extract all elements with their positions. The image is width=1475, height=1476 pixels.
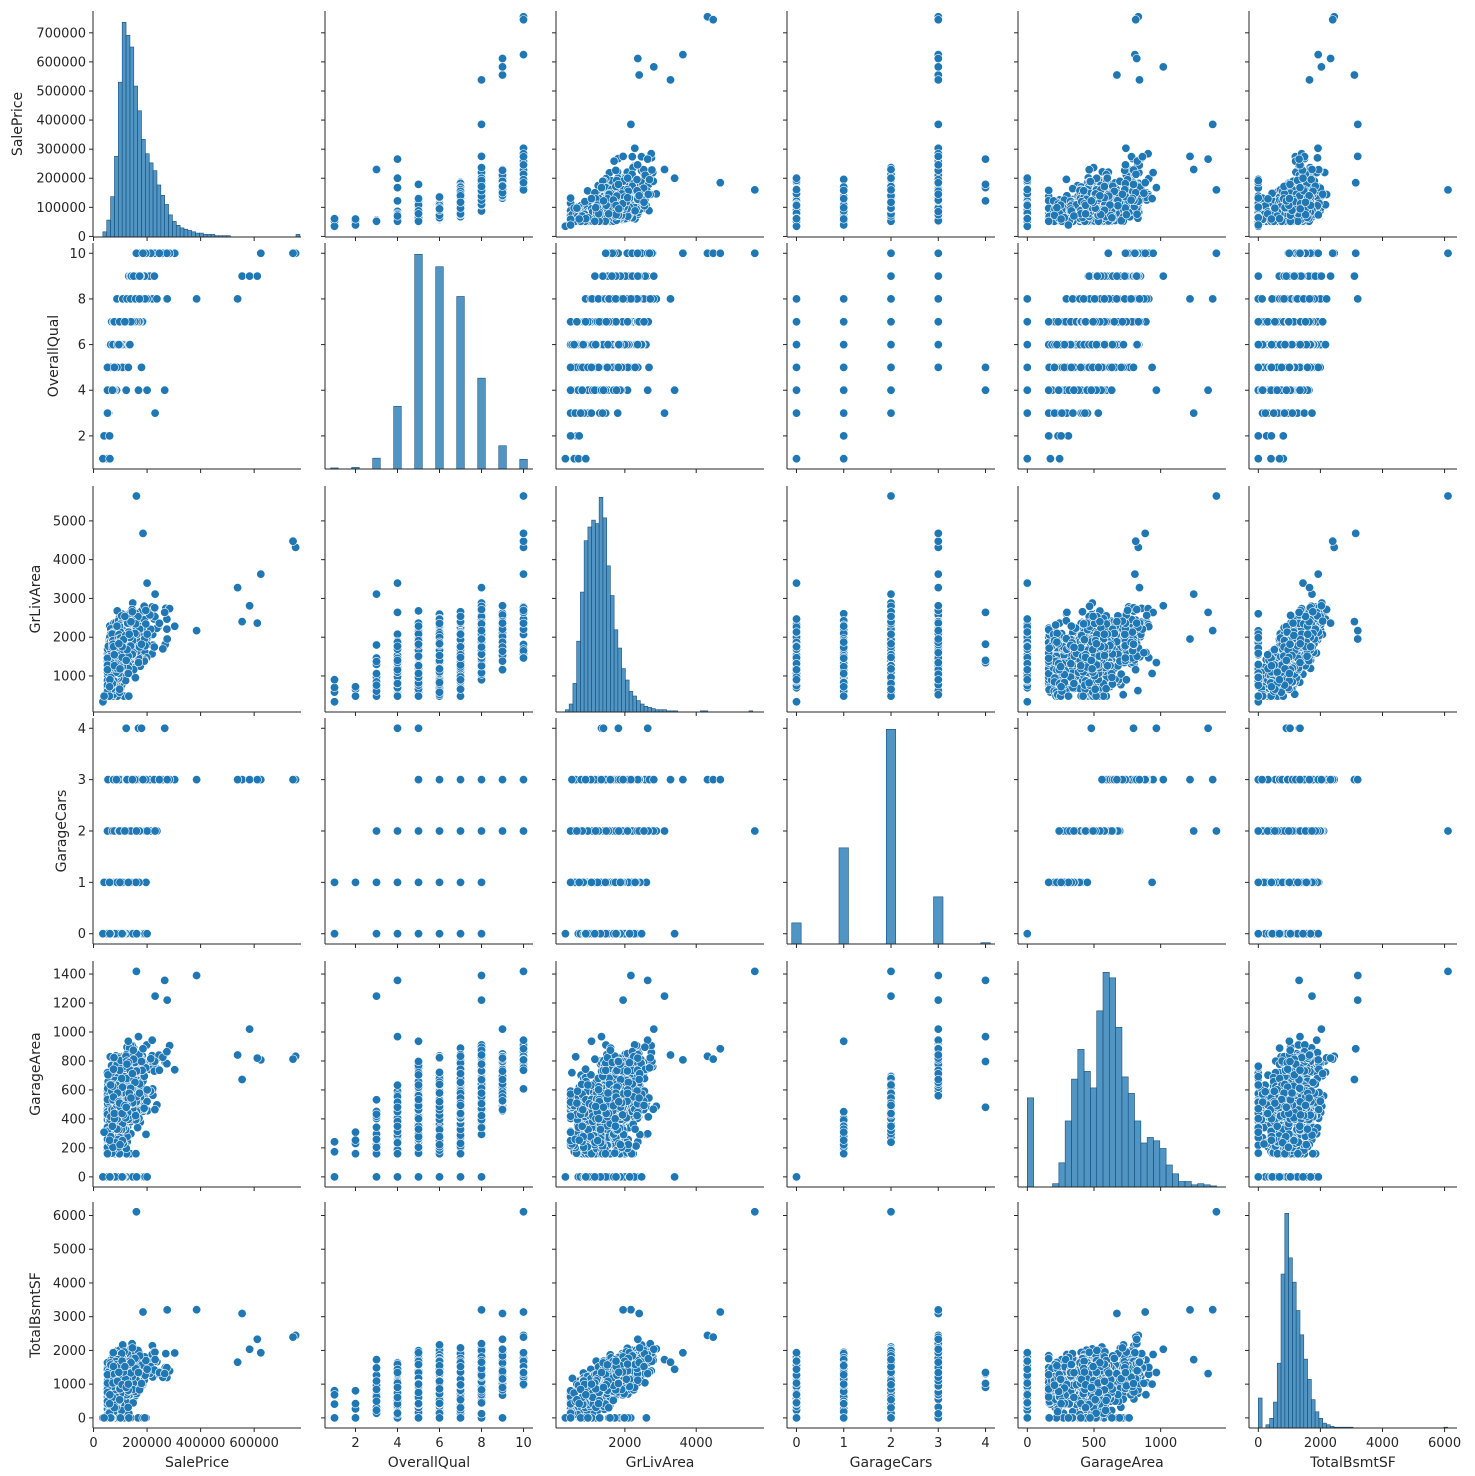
scatter-point (519, 16, 527, 24)
scatter-points-saleprice-vs-grlivarea (561, 13, 759, 231)
histogram-saleprice (103, 22, 300, 237)
scatter-point (372, 217, 380, 225)
scatter-point (372, 165, 380, 173)
histogram-bar (176, 225, 180, 237)
scatter-point (498, 166, 506, 174)
scatter-point (477, 76, 485, 84)
scatter-point (519, 161, 527, 169)
histogram-bar (149, 163, 153, 237)
scatter-point (435, 205, 443, 213)
histogram-bar (122, 22, 126, 237)
y-tick-label: 700000 (36, 26, 86, 41)
scatter-point (393, 155, 401, 163)
histogram-bar (111, 197, 115, 237)
histogram-bar (126, 35, 130, 237)
y-tick-label: 0 (78, 230, 86, 245)
histogram-bar (134, 86, 138, 237)
scatter-point (477, 152, 485, 160)
scatter-point (498, 182, 506, 190)
scatter-point (393, 212, 401, 220)
scatter-point (393, 197, 401, 205)
scatter-point (435, 193, 443, 201)
histogram-bar (192, 232, 196, 237)
panel-saleprice-vs-grlivarea (552, 11, 764, 241)
scatter-point (498, 71, 506, 79)
histogram-bar (157, 185, 161, 237)
scatter-point (393, 183, 401, 191)
histogram-bar (196, 233, 200, 237)
scatter-point (414, 217, 422, 225)
scatter-point (631, 144, 639, 152)
histogram-bar (184, 229, 188, 237)
scatter-point (519, 153, 527, 161)
histogram-bar (107, 220, 111, 237)
scatter-point (330, 222, 338, 230)
histogram-bar (161, 195, 165, 237)
y-tick-label: 100000 (36, 201, 86, 216)
histogram-bar (169, 215, 173, 237)
y-tick-label: 600000 (36, 55, 86, 70)
histogram-bar (114, 156, 118, 237)
scatter-point (414, 194, 422, 202)
scatter-point (519, 50, 527, 58)
scatter-point (456, 198, 464, 206)
histogram-bar (199, 233, 203, 237)
histogram-bar (103, 232, 107, 237)
scatter-point (351, 215, 359, 223)
scatter-points-saleprice-vs-overallqual (330, 13, 527, 231)
scatter-point (477, 182, 485, 190)
scatter-point (477, 163, 485, 171)
histogram-bar (180, 228, 184, 237)
histogram-bar (165, 204, 169, 237)
y-tick-label: 200000 (36, 172, 86, 187)
y-tick-label: 500000 (36, 84, 86, 99)
scatter-point (414, 210, 422, 218)
histogram-bar (172, 221, 176, 237)
histogram-bar (145, 154, 149, 237)
scatter-point (498, 54, 506, 62)
y-tick-label: 400000 (36, 114, 86, 129)
scatter-point (519, 179, 527, 187)
scatter-point (393, 174, 401, 182)
histogram-bar (118, 82, 122, 237)
y-tick-label: 300000 (36, 143, 86, 158)
histogram-bar (188, 230, 192, 237)
scatter-point (498, 63, 506, 71)
histogram-bar (130, 47, 134, 237)
scatter-point (330, 215, 338, 223)
histogram-bar (153, 171, 157, 237)
panel-saleprice-vs-overallqual (321, 11, 533, 241)
scatter-point (414, 180, 422, 188)
panel-saleprice-vs-saleprice: 0 100000 200000 300000 400000 500000 600000 700… (36, 11, 301, 245)
scatter-point (477, 120, 485, 128)
histogram-bar (138, 111, 142, 237)
histogram-bar (142, 139, 146, 237)
